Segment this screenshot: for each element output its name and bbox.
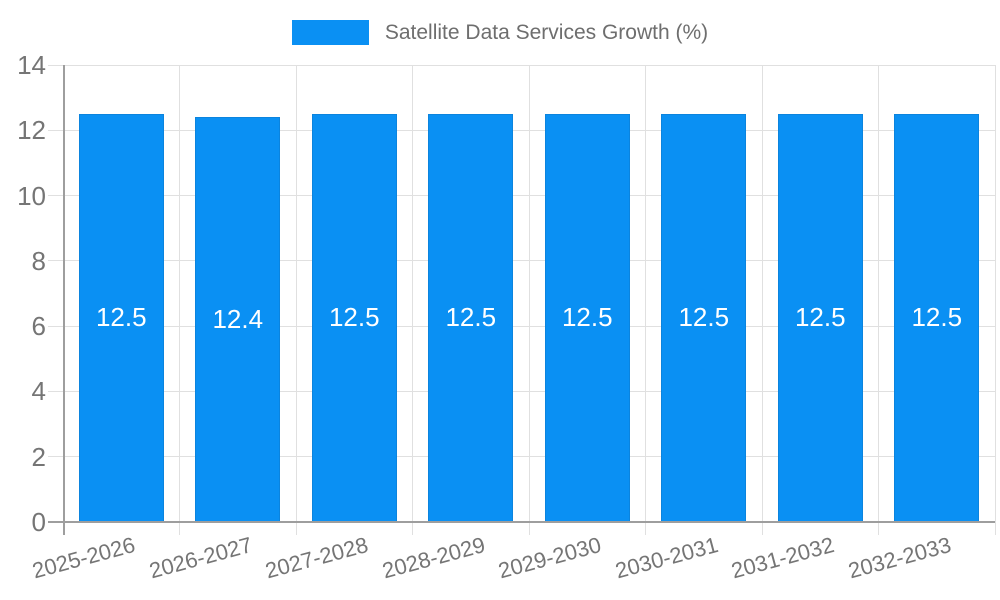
gridline-x-1 xyxy=(179,65,180,535)
bar-2029-2030[interactable]: 12.5 xyxy=(544,113,630,522)
bar-value-label: 12.4 xyxy=(212,304,264,335)
bar-2032-2033[interactable]: 12.5 xyxy=(894,113,980,522)
gridline-y-4 xyxy=(48,390,995,392)
gridline-y-14 xyxy=(48,64,995,66)
bar-value-label: 12.5 xyxy=(328,302,380,333)
y-tick-label-10: 10 xyxy=(17,180,46,211)
bar-2028-2029[interactable]: 12.5 xyxy=(428,113,514,522)
x-tick-label-2030-2031: 2030-2031 xyxy=(612,532,721,584)
gridline-x-7 xyxy=(878,65,879,535)
gridline-y-12 xyxy=(48,129,995,131)
y-tick-label-8: 8 xyxy=(31,245,46,276)
bar-2030-2031[interactable]: 12.5 xyxy=(661,113,747,522)
y-tick-label-4: 4 xyxy=(31,376,46,407)
y-tick-label-14: 14 xyxy=(17,50,46,80)
bar-value-label: 12.5 xyxy=(911,302,963,333)
gridline-x-5 xyxy=(645,65,646,535)
x-tick-label-2029-2030: 2029-2030 xyxy=(495,532,604,584)
y-tick-label-2: 2 xyxy=(31,441,46,472)
legend-label: Satellite Data Services Growth (%) xyxy=(384,21,709,44)
x-tick-label-2031-2032: 2031-2032 xyxy=(728,532,837,584)
x-tick-label-2027-2028: 2027-2028 xyxy=(262,532,371,584)
gridline-y-8 xyxy=(48,260,995,262)
x-tick-label-2025-2026: 2025-2026 xyxy=(29,532,138,584)
y-tick-label-6: 6 xyxy=(31,311,46,342)
bar-2025-2026[interactable]: 12.5 xyxy=(78,113,164,522)
gridline-x-2 xyxy=(295,65,297,535)
y-tick-label-12: 12 xyxy=(17,115,46,146)
x-tick-label-2032-2033: 2032-2033 xyxy=(845,532,954,584)
legend-swatch xyxy=(291,20,369,45)
x-tick-label-2028-2029: 2028-2029 xyxy=(379,532,488,584)
legend[interactable]: Satellite Data Services Growth (%) xyxy=(0,20,1000,45)
gridline-x-3 xyxy=(412,65,413,535)
bar-2026-2027[interactable]: 12.4 xyxy=(195,117,281,522)
bar-value-label: 12.5 xyxy=(794,302,846,333)
gridline-x-4 xyxy=(528,65,530,535)
bar-2027-2028[interactable]: 12.5 xyxy=(311,113,397,522)
bar-value-label: 12.5 xyxy=(561,302,613,333)
y-tick-label-0: 0 xyxy=(31,507,46,537)
y-axis-line xyxy=(63,65,65,535)
bar-2031-2032[interactable]: 12.5 xyxy=(777,113,863,522)
gridline-y-2 xyxy=(48,456,995,458)
x-tick-label-2026-2027: 2026-2027 xyxy=(146,532,255,584)
plot-area: 12.5 12.4 12.5 12.5 12.5 12.5 12.5 12.5 xyxy=(48,64,996,535)
bar-value-label: 12.5 xyxy=(445,302,497,333)
x-axis-line xyxy=(48,521,995,523)
bar-value-label: 12.5 xyxy=(95,302,147,333)
gridline-x-8 xyxy=(994,65,996,535)
bar-value-label: 12.5 xyxy=(678,302,730,333)
gridline-x-6 xyxy=(761,65,763,535)
gridline-y-6 xyxy=(48,325,995,327)
gridline-y-10 xyxy=(48,195,995,197)
